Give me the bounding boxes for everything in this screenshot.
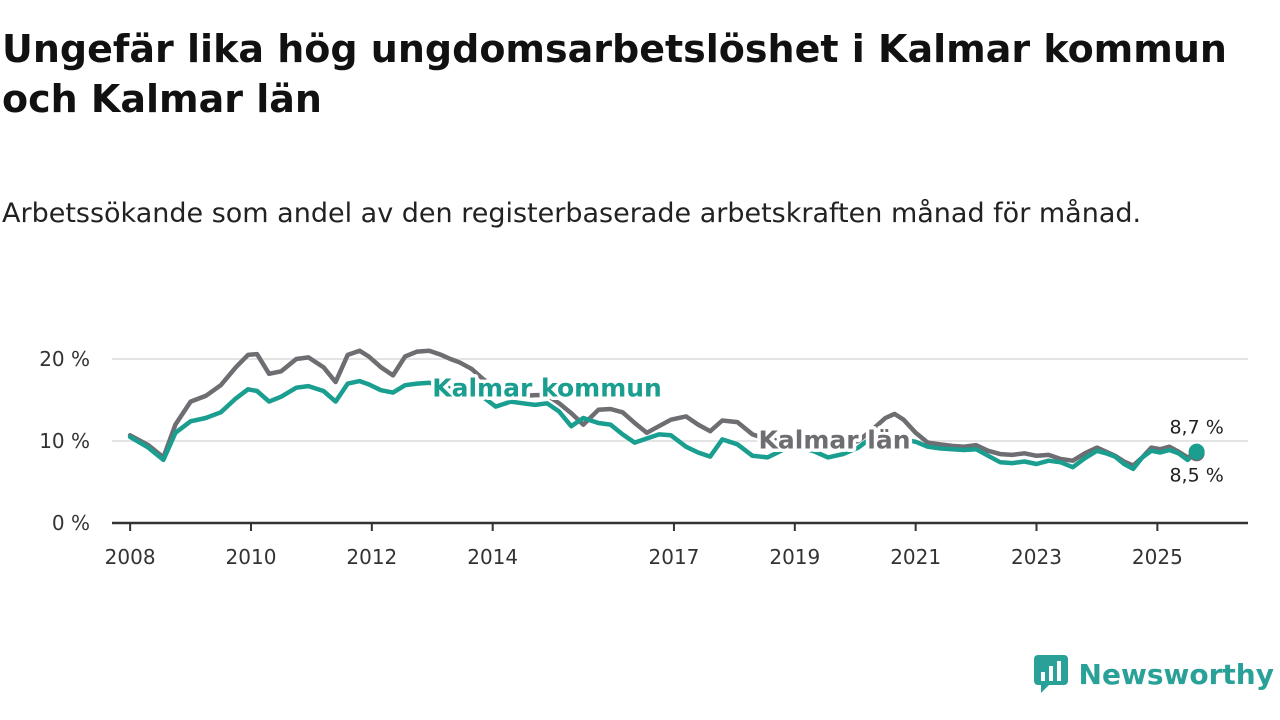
end-label-kalmar-kommun: 8,7 % (1169, 417, 1223, 439)
end-label-kalmar-l-n: 8,5 % (1169, 464, 1223, 486)
x-tick-label: 2012 (346, 545, 397, 569)
brand-name: Newsworthy (1078, 657, 1274, 691)
y-tick-label: 10 % (39, 429, 90, 453)
x-tick-label: 2019 (769, 545, 820, 569)
x-tick-label: 2010 (226, 545, 277, 569)
newsworthy-logo-icon (1033, 655, 1068, 693)
series-label: Kalmar län (759, 425, 911, 454)
series-label: Kalmar kommun (432, 374, 662, 403)
series-line-kalmar-l-n (127, 348, 1199, 468)
y-tick-label: 20 % (39, 347, 90, 371)
y-axis-ticks: 0 % 10 % 20 % (39, 347, 90, 535)
x-tick-label: 2025 (1132, 545, 1183, 569)
series-labels: Kalmar kommun Kalmar län 8,5 % 8,7 % (429, 370, 1224, 486)
x-tick-label: 2008 (105, 545, 156, 569)
x-tick-label: 2017 (649, 545, 700, 569)
chart-subtitle: Arbetssökande som andel av den registerb… (2, 198, 1142, 229)
x-tick-label: 2014 (467, 545, 518, 569)
series-lines (127, 348, 1199, 472)
page-title: Ungefär lika hög ungdomsarbetslöshet i K… (2, 27, 1227, 121)
series-line-kalmar-kommun (127, 378, 1199, 472)
y-tick-label: 0 % (52, 511, 90, 535)
x-tick-label: 2023 (1011, 545, 1062, 569)
newsworthy-brand: Newsworthy (1033, 654, 1274, 694)
line-chart: 0 % 10 % 20 % 2008 2010 2012 2014 2017 2019 2021… (39, 347, 1248, 569)
x-axis-ticks: 2008 2010 2012 2014 2017 2019 2021 2023 2025 (105, 523, 1183, 569)
x-tick-label: 2021 (890, 545, 941, 569)
end-point-kalmar-kommun (1188, 443, 1205, 460)
